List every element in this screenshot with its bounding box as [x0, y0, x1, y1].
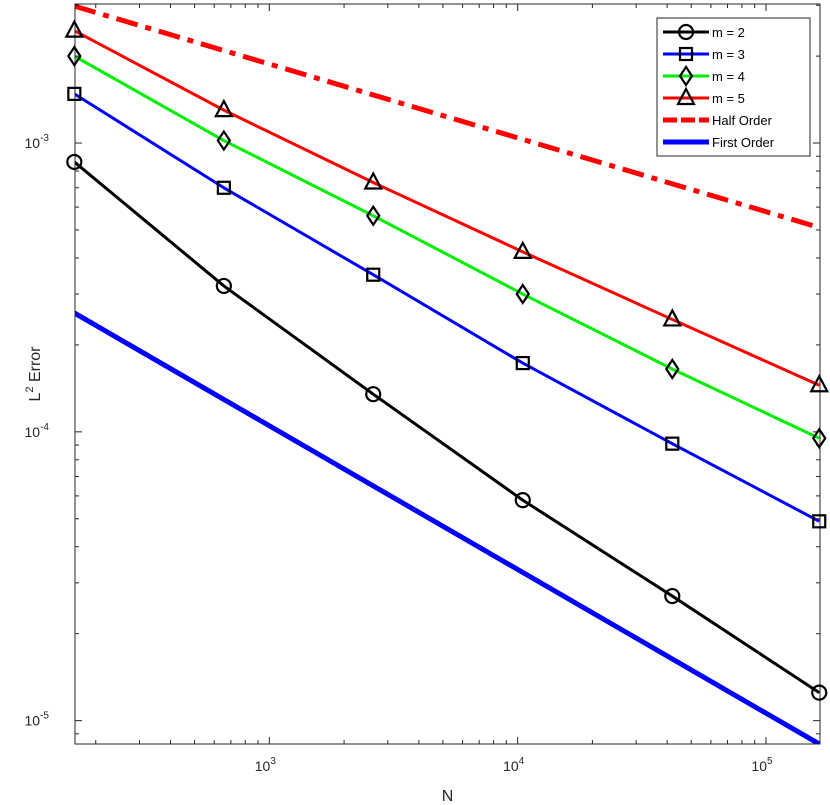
data-point-circle: [66, 153, 83, 171]
data-point-triangle: [662, 308, 683, 327]
y-tick-label: 10-3: [25, 133, 50, 151]
legend-label: m = 5: [712, 91, 745, 106]
data-point-triangle: [809, 373, 830, 393]
data-point-triangle: [214, 98, 234, 118]
legend-label: m = 4: [712, 69, 745, 84]
data-point-triangle: [64, 19, 85, 38]
data-point-circle: [215, 277, 232, 295]
legend-item: m = 3: [663, 46, 745, 62]
data-point-diamond: [515, 283, 531, 306]
data-point-diamond: [811, 427, 827, 450]
data-point-circle: [811, 684, 828, 701]
legend-label: m = 3: [712, 47, 745, 62]
data-point-square: [366, 267, 381, 282]
series-line-5: [75, 310, 820, 744]
triangle-marker: [676, 86, 696, 106]
data-point-circle: [664, 587, 681, 605]
legend-item: Half Order: [663, 113, 773, 128]
series-line-4: [75, 4, 820, 230]
x-tick-label: 103: [255, 756, 277, 774]
legend-item: m = 2: [663, 23, 745, 41]
legend-label: First Order: [712, 135, 775, 150]
data-point-triangle: [363, 171, 384, 190]
data-point-square: [216, 180, 231, 195]
marker-layer: [64, 19, 830, 701]
data-point-square: [67, 86, 82, 101]
square-marker: [678, 46, 694, 62]
diamond-marker: [678, 65, 694, 87]
data-point-circle: [365, 386, 382, 403]
legend-item: First Order: [663, 135, 775, 150]
plot-area-frame: [74, 3, 821, 745]
data-point-square: [515, 355, 530, 371]
x-tick-label: 105: [751, 756, 773, 774]
y-tick-label: 10-5: [25, 711, 50, 729]
y-tick-label: 10-4: [25, 422, 50, 440]
data-point-diamond: [664, 358, 680, 381]
x-axis-label: N: [442, 788, 454, 805]
y-axis-label: L2 Error: [24, 346, 44, 402]
series-line-0: [75, 160, 820, 694]
legend: m = 2 m = 3 m = 4 m = 5 Half Order First Orde…: [656, 17, 811, 157]
data-point-square: [812, 514, 827, 529]
series-line-1: [75, 92, 820, 523]
axis-ticks: 103 104 105 10-5 10-4 10-3: [25, 4, 820, 774]
legend-box: [656, 17, 811, 157]
data-point-diamond: [67, 45, 82, 68]
data-point-diamond: [216, 129, 232, 152]
data-point-circle: [514, 492, 531, 509]
legend-label: Half Order: [712, 113, 773, 128]
data-point-triangle: [512, 240, 533, 259]
legend-label: m = 2: [712, 25, 745, 40]
legend-item: m = 5: [663, 86, 745, 106]
circle-marker: [677, 23, 695, 41]
data-point-square: [665, 436, 680, 451]
legend-item: m = 4: [663, 65, 745, 87]
data-point-diamond: [365, 204, 381, 227]
series-line-2: [75, 54, 820, 440]
series-line-3: [75, 29, 820, 387]
series-layer: [75, 4, 820, 744]
x-tick-label: 104: [503, 756, 525, 774]
